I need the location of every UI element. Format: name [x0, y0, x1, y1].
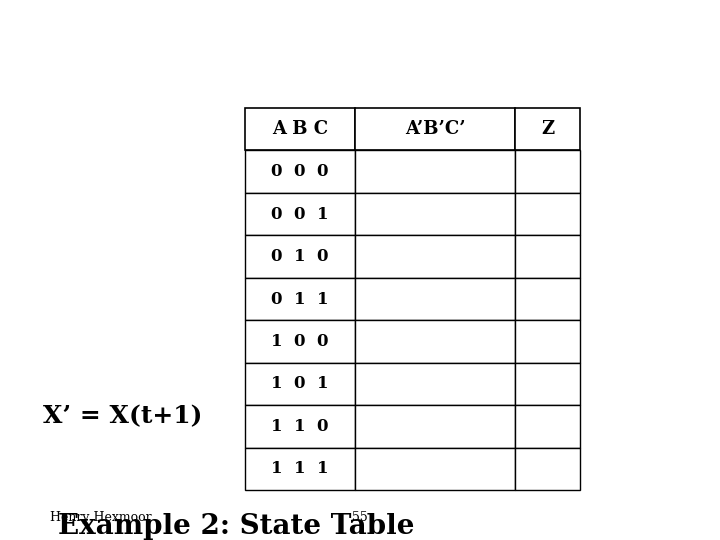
Bar — [355, 108, 515, 151]
Bar — [515, 108, 580, 151]
Text: 0  1  1: 0 1 1 — [271, 291, 329, 307]
Bar — [515, 193, 580, 235]
Text: 55: 55 — [352, 511, 368, 524]
Bar — [355, 151, 515, 193]
Bar — [355, 278, 515, 320]
Bar — [245, 108, 355, 151]
Bar — [355, 405, 515, 448]
Text: 0  1  0: 0 1 0 — [271, 248, 329, 265]
Text: A B C: A B C — [272, 120, 328, 138]
Text: 0  0  1: 0 0 1 — [271, 206, 329, 222]
Bar — [355, 235, 515, 278]
Bar — [355, 363, 515, 405]
Bar — [515, 151, 580, 193]
Bar — [515, 278, 580, 320]
Text: 0  0  0: 0 0 0 — [271, 163, 329, 180]
Text: 1  1  0: 1 1 0 — [271, 418, 329, 435]
Text: 1  1  1: 1 1 1 — [271, 460, 329, 477]
Bar — [245, 193, 355, 235]
Text: A’B’C’: A’B’C’ — [405, 120, 465, 138]
Bar — [515, 320, 580, 363]
Text: 1  0  0: 1 0 0 — [271, 333, 329, 350]
Text: Henry Hexmoor: Henry Hexmoor — [50, 511, 152, 524]
Text: Example 2: State Table: Example 2: State Table — [58, 513, 414, 540]
Bar — [245, 151, 355, 193]
Bar — [245, 405, 355, 448]
Bar — [355, 448, 515, 490]
Bar — [515, 448, 580, 490]
Bar — [245, 320, 355, 363]
Bar — [355, 320, 515, 363]
Bar — [245, 235, 355, 278]
Text: Z: Z — [541, 120, 554, 138]
Bar — [245, 278, 355, 320]
Bar — [245, 448, 355, 490]
Bar — [515, 405, 580, 448]
Text: 1  0  1: 1 0 1 — [271, 375, 329, 393]
Bar — [245, 363, 355, 405]
Bar — [355, 193, 515, 235]
Bar — [515, 363, 580, 405]
Text: X’ = X(t+1): X’ = X(t+1) — [43, 404, 202, 428]
Bar — [515, 235, 580, 278]
